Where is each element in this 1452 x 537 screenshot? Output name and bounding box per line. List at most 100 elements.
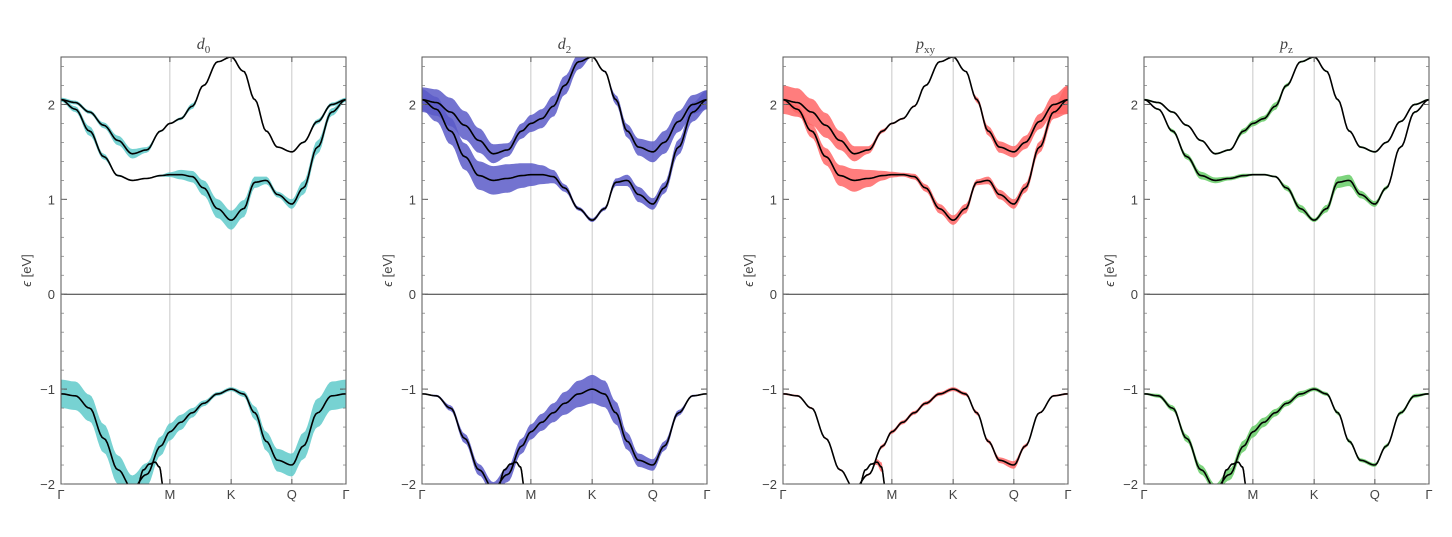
panel-title-main: p: [915, 36, 924, 53]
y-tick-label: −1: [401, 382, 416, 397]
plot-frame: [421, 56, 708, 485]
y-tick-label: 0: [1131, 287, 1138, 302]
panel-title-main: d: [197, 36, 206, 53]
plot-frame: [1143, 56, 1430, 485]
x-tick-label: Γ: [1140, 487, 1147, 502]
orbital-weight-conduction-band-middle: [1144, 99, 1429, 222]
orbital-weight-conduction-band-middle: [783, 85, 1068, 225]
plot-area: [783, 57, 1068, 484]
y-tick-label: 2: [48, 97, 55, 112]
y-tick-label: 2: [409, 97, 416, 112]
band-line-conduction-band-upper: [1144, 57, 1429, 155]
panel-title-subscript: z: [1288, 44, 1293, 56]
x-tick-label: M: [164, 487, 175, 502]
band-line-conduction-band-middle: [783, 98, 1068, 221]
x-tick-label: Q: [1009, 487, 1019, 502]
panel-title: pz: [1279, 36, 1293, 56]
y-tick-label: −1: [762, 382, 777, 397]
y-axis-label-unit: [eV]: [380, 254, 395, 281]
y-tick-label: −2: [762, 477, 777, 492]
band-line-conduction-band-upper: [783, 57, 1068, 155]
y-axis-label-symbol: ϵ: [1102, 281, 1117, 287]
panel-title-main: d: [558, 36, 567, 53]
x-tick-label: Γ: [1425, 487, 1432, 502]
y-tick-label: −1: [1123, 382, 1138, 397]
x-tick-label: K: [588, 487, 597, 502]
band-line-conduction-band-middle: [422, 98, 707, 221]
x-tick-label: Γ: [1064, 487, 1071, 502]
band-line-conduction-band-middle: [1144, 98, 1429, 221]
band-line-valence-band-lower: [499, 461, 525, 484]
orbital-weight-conduction-band-upper: [1144, 57, 1429, 155]
y-axis-label: ϵ [eV]: [380, 254, 395, 286]
x-tick-label: M: [1247, 487, 1258, 502]
y-axis-label-unit: [eV]: [19, 254, 34, 281]
y-tick-label: −2: [40, 477, 55, 492]
panel-4: 210−1−2Γ M K Q Γϵ [eV]pz: [1102, 36, 1433, 502]
orbital-weight-conduction-band-middle: [422, 89, 707, 222]
y-axis-label-unit: [eV]: [741, 254, 756, 281]
x-tick-label: Γ: [342, 487, 349, 502]
orbital-weight-conduction-band-middle: [61, 97, 346, 230]
x-tick-label: M: [525, 487, 536, 502]
plot-area: [422, 57, 707, 484]
y-axis-label-unit: [eV]: [1102, 254, 1117, 281]
y-tick-label: −1: [40, 382, 55, 397]
x-tick-label: Γ: [57, 487, 64, 502]
y-tick-label: 1: [770, 192, 777, 207]
orbital-weight-conduction-band-upper: [422, 57, 707, 164]
orbital-weight-valence-band-top: [783, 387, 1068, 484]
y-tick-label: −2: [401, 477, 416, 492]
x-tick-label: Γ: [418, 487, 425, 502]
band-line-valence-band-lower: [138, 461, 164, 484]
panel-3: 210−1−2Γ M K Q Γϵ [eV]pxy: [741, 36, 1072, 502]
y-tick-label: −2: [1123, 477, 1138, 492]
plot-frame: [782, 56, 1069, 485]
orbital-weight-valence-band-lower: [860, 459, 885, 484]
plot-frame: [60, 56, 347, 485]
panel-title-subscript: xy: [924, 44, 936, 56]
y-axis-label-symbol: ϵ: [19, 281, 34, 287]
x-tick-label: Q: [287, 487, 297, 502]
panel-2: 210−1−2Γ M K Q Γϵ [eV]d2: [380, 36, 711, 502]
y-tick-label: 0: [48, 287, 55, 302]
plot-area: [1144, 57, 1429, 484]
orbital-weight-conduction-band-upper: [783, 57, 1068, 162]
panel-title-subscript: 2: [566, 44, 572, 56]
panel-title: d2: [558, 36, 572, 56]
panel-1: 210−1−2Γ M K Q Γϵ [eV]d0: [19, 36, 350, 502]
y-axis-label-symbol: ϵ: [380, 281, 395, 287]
band-line-valence-band-top: [783, 388, 1068, 484]
y-tick-label: 2: [770, 97, 777, 112]
y-axis-label: ϵ [eV]: [1102, 254, 1117, 286]
x-tick-label: K: [227, 487, 236, 502]
band-line-valence-band-top: [1144, 388, 1429, 484]
y-axis-label: ϵ [eV]: [741, 254, 756, 286]
y-tick-label: 1: [409, 192, 416, 207]
x-tick-label: Γ: [703, 487, 710, 502]
x-tick-label: Γ: [779, 487, 786, 502]
y-tick-label: 2: [1131, 97, 1138, 112]
panel-title-subscript: 0: [205, 44, 211, 56]
x-tick-label: Q: [648, 487, 658, 502]
panel-title: pxy: [915, 36, 936, 56]
x-tick-label: Q: [1370, 487, 1380, 502]
plot-area: [61, 57, 346, 484]
y-tick-label: 1: [48, 192, 55, 207]
y-axis-label-symbol: ϵ: [741, 281, 756, 287]
x-tick-label: K: [949, 487, 958, 502]
y-tick-label: 0: [770, 287, 777, 302]
band-line-conduction-band-middle: [61, 98, 346, 221]
y-axis-label: ϵ [eV]: [19, 254, 34, 286]
band-line-valence-band-top: [422, 388, 707, 484]
band-line-conduction-band-upper: [422, 57, 707, 155]
x-tick-label: M: [886, 487, 897, 502]
y-tick-label: 1: [1131, 192, 1138, 207]
x-tick-label: K: [1310, 487, 1319, 502]
panel-title: d0: [197, 36, 211, 56]
band-line-valence-band-top: [61, 388, 346, 484]
orbital-weight-valence-band-top: [422, 374, 707, 484]
panel-title-main: p: [1279, 36, 1288, 53]
band-line-valence-band-lower: [860, 461, 886, 484]
